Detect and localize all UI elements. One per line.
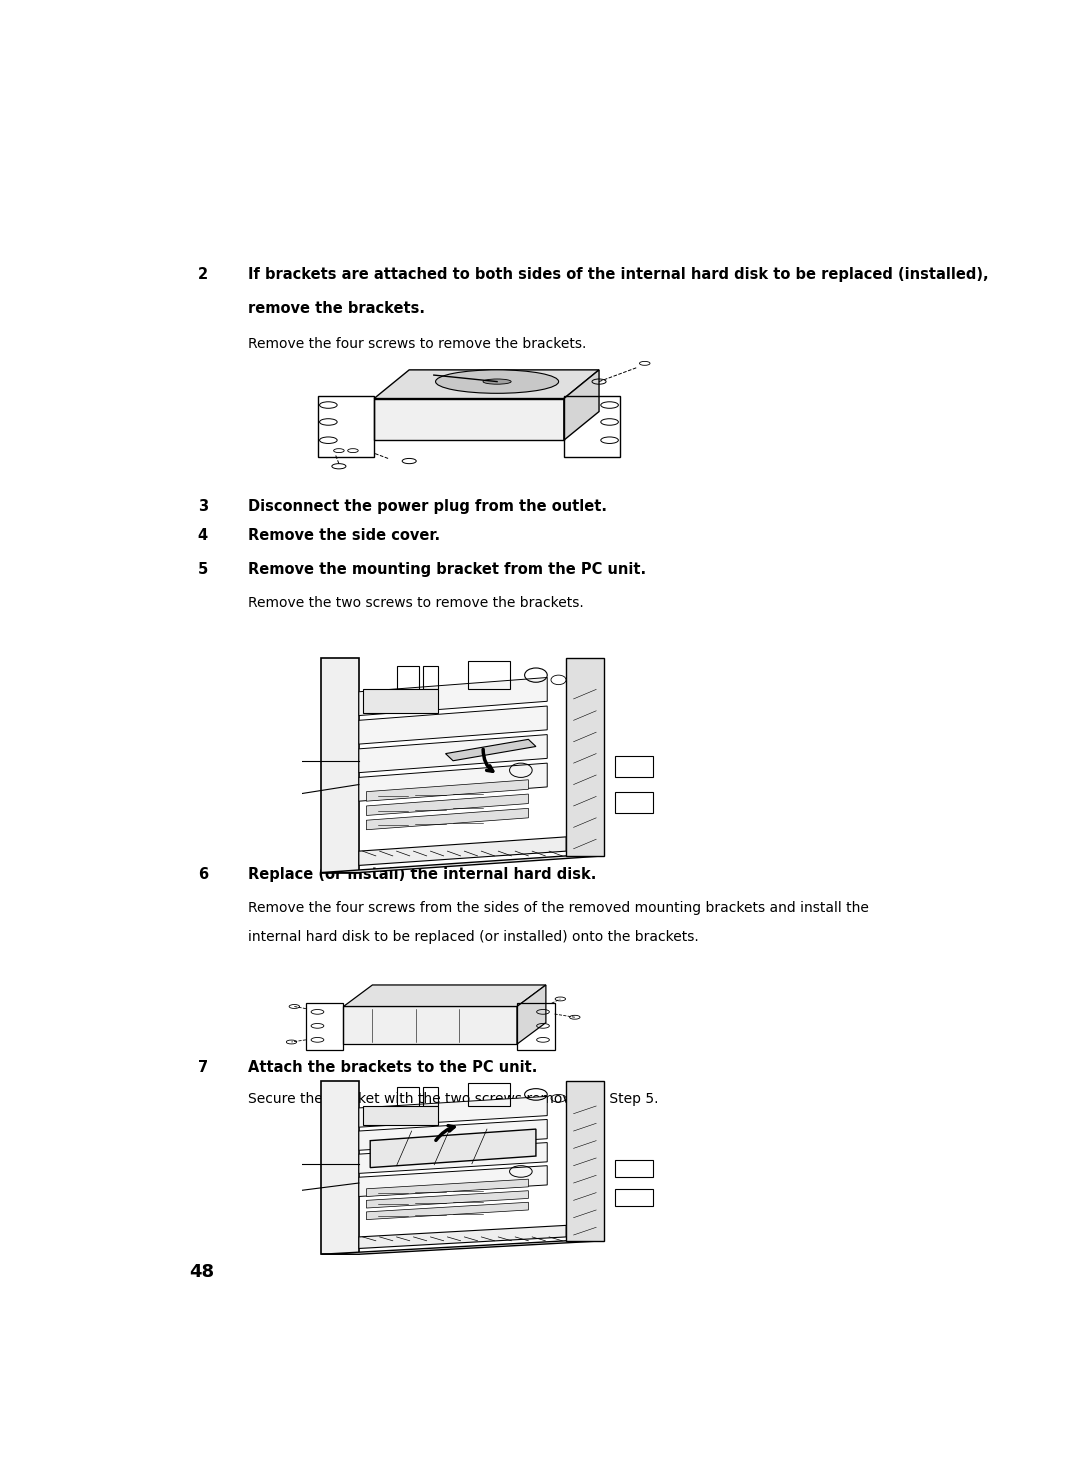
Text: 7: 7 bbox=[198, 1061, 207, 1075]
Text: 6: 6 bbox=[198, 868, 207, 883]
Text: Remove the side cover.: Remove the side cover. bbox=[248, 528, 441, 543]
Text: Remove the mounting bracket from the PC unit.: Remove the mounting bracket from the PC … bbox=[248, 562, 646, 577]
Text: Remove the two screws to remove the brackets.: Remove the two screws to remove the brac… bbox=[248, 596, 584, 609]
Text: Remove the four screws from the sides of the removed mounting brackets and insta: Remove the four screws from the sides of… bbox=[248, 902, 869, 915]
Text: 5: 5 bbox=[198, 562, 208, 577]
Text: 48: 48 bbox=[189, 1264, 215, 1281]
Text: Disconnect the power plug from the outlet.: Disconnect the power plug from the outle… bbox=[248, 499, 607, 515]
Text: remove the brackets.: remove the brackets. bbox=[248, 302, 426, 316]
Text: Replace (or install) the internal hard disk.: Replace (or install) the internal hard d… bbox=[248, 868, 596, 883]
Text: 3: 3 bbox=[198, 499, 207, 515]
Text: 2: 2 bbox=[198, 268, 207, 282]
Text: Remove the four screws to remove the brackets.: Remove the four screws to remove the bra… bbox=[248, 337, 586, 352]
Text: 4: 4 bbox=[198, 528, 207, 543]
Text: If brackets are attached to both sides of the internal hard disk to be replaced : If brackets are attached to both sides o… bbox=[248, 268, 988, 282]
Text: Secure the bracket with the two screws removed in Step 5.: Secure the bracket with the two screws r… bbox=[248, 1091, 659, 1106]
Text: Attach the brackets to the PC unit.: Attach the brackets to the PC unit. bbox=[248, 1061, 538, 1075]
Text: internal hard disk to be replaced (or installed) onto the brackets.: internal hard disk to be replaced (or in… bbox=[248, 930, 699, 944]
